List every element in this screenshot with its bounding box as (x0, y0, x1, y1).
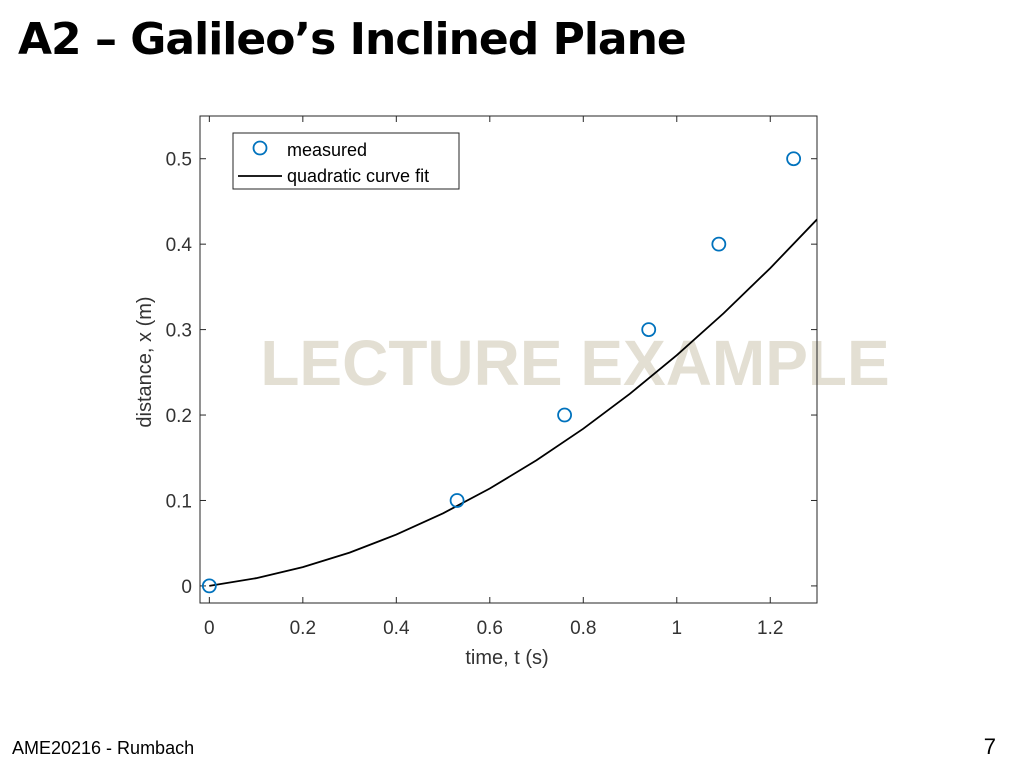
plot-frame (199, 115, 818, 604)
page-number: 7 (983, 734, 996, 759)
measured-point (711, 236, 727, 252)
footer-course: AME20216 - Rumbach (12, 738, 195, 758)
x-tick-label: 0.6 (477, 618, 503, 639)
measured-point (641, 322, 657, 337)
slide-title: A2 – Galileo’s Inclined Plane (18, 14, 687, 65)
x-tick-label: 0.4 (383, 618, 410, 639)
y-tick-label: 0.1 (166, 491, 192, 512)
x-tick-label: 0 (204, 618, 215, 639)
x-tick-label: 0.8 (570, 618, 596, 639)
y-tick-label: 0.5 (166, 150, 192, 171)
y-tick-label: 0.4 (166, 235, 193, 256)
legend-label: quadratic curve fit (287, 166, 429, 186)
x-tick-label: 1 (671, 618, 682, 639)
legend-marker-swatch (252, 140, 268, 156)
measured-point (557, 407, 572, 423)
x-tick-label: 0.2 (290, 618, 316, 639)
watermark-text: LECTURE EXAMPLE (260, 327, 889, 399)
y-tick-label: 0.2 (166, 406, 192, 427)
x-tick-label: 1.2 (757, 618, 783, 639)
y-tick-label: 0 (181, 577, 192, 598)
y-axis-label: distance, x (m) (134, 296, 156, 427)
measured-point (786, 151, 802, 167)
legend-label: measured (287, 140, 367, 160)
y-tick-label: 0.3 (166, 321, 192, 342)
legend-box (232, 132, 460, 190)
measured-point (201, 578, 217, 594)
measured-point (449, 493, 465, 508)
x-axis-label: time, t (s) (465, 647, 548, 669)
fit-curve-line (209, 218, 817, 587)
